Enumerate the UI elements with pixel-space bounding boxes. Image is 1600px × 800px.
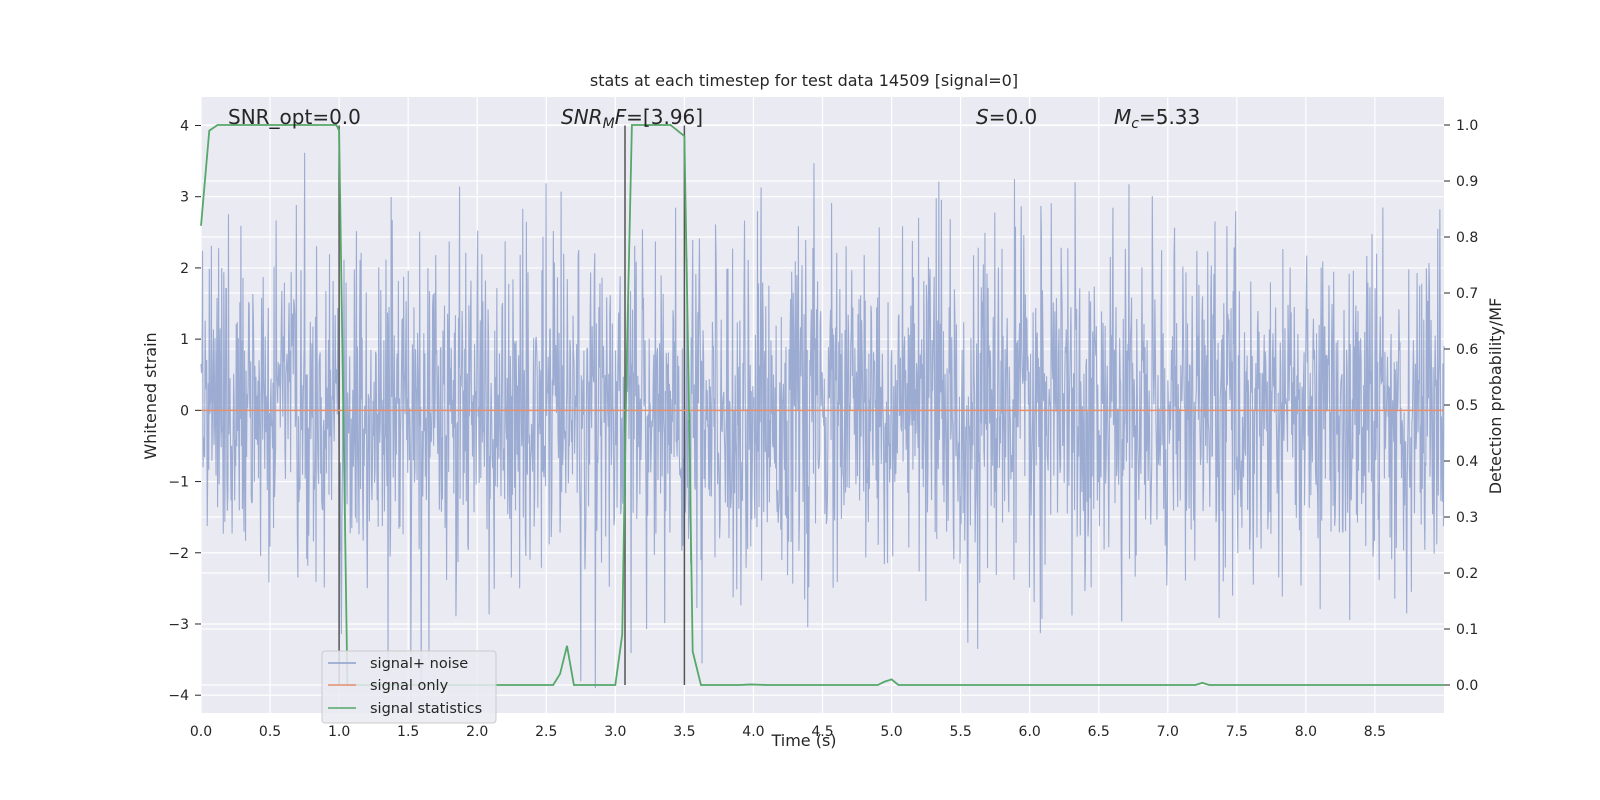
y2-tick-label: 0.8 [1456, 230, 1478, 246]
x-tick-label: 8.0 [1295, 724, 1317, 740]
legend-label-signal-statistics: signal statistics [370, 701, 482, 717]
y2-tick-label: 0.7 [1456, 286, 1478, 302]
y2-tick-label: 0.4 [1456, 454, 1478, 470]
signal-statistics-line [200, 124, 1444, 686]
y-tick-label: 2 [180, 261, 189, 277]
snr-mf-value: =[3.96] [626, 105, 703, 129]
signal-noise-line [200, 152, 1445, 689]
x-tick-label: 7.5 [1226, 724, 1248, 740]
s-value: =0.0 [989, 105, 1038, 129]
x-axis-ticks: 0.0 0.5 1.0 1.5 2.0 2.5 3.0 3.5 4.0 4.5 5.0 5.5 6.0 6… [190, 724, 1386, 740]
legend-box [321, 650, 497, 724]
x-tick-label: 7.0 [1157, 724, 1179, 740]
signal-statistics-series [200, 124, 1444, 686]
y-tick-label: 0 [180, 403, 189, 419]
x-tick-label: 0.0 [190, 724, 212, 740]
snr-mf-subscript: M [603, 116, 615, 132]
y2-tick-label: 0.1 [1456, 622, 1478, 638]
x-tick-label: 5.5 [949, 724, 971, 740]
signal-noise-series [200, 152, 1445, 689]
mc-value: =5.33 [1139, 105, 1200, 129]
x-tick-label: 4.5 [811, 724, 833, 740]
y-tick-label: −1 [168, 475, 189, 491]
x-tick-label: 6.0 [1019, 724, 1041, 740]
x-tick-label: 1.0 [328, 724, 350, 740]
vertical-markers [338, 125, 686, 685]
x-axis-label: Time (s) [770, 731, 836, 750]
annotation-snr-mf: SNRMF=[3.96] [561, 105, 703, 132]
annotation-s: S=0.0 [976, 105, 1037, 129]
x-tick-label: 3.0 [604, 724, 626, 740]
y2-axis-label: Detection probability/MF [1486, 298, 1505, 495]
y-axis-ticks: 4 3 2 1 0 −1 −2 −3 −4 [168, 118, 201, 704]
legend-label-signal-only: signal only [370, 678, 449, 694]
chart-title: stats at each timestep for test data 145… [590, 71, 1018, 90]
annotation-mc: Mc=5.33 [1114, 105, 1200, 132]
y-tick-label: −4 [168, 688, 189, 704]
x-tick-label: 2.5 [535, 724, 557, 740]
x-tick-label: 8.5 [1364, 724, 1386, 740]
y-tick-label: −3 [168, 617, 189, 633]
y2-axis-ticks: 1.0 0.9 0.8 0.7 0.6 0.5 0.4 0.3 0.2 0.1 0.0 [1444, 118, 1478, 694]
y2-tick-label: 0.5 [1456, 398, 1478, 414]
y-tick-label: 4 [180, 118, 189, 134]
y-tick-label: 3 [180, 190, 189, 206]
x-tick-label: 5.0 [880, 724, 902, 740]
annotation-snr-opt: SNR_opt=0.0 [228, 105, 361, 129]
snr-mf-symbol-2: F [615, 105, 627, 129]
x-tick-label: 1.5 [397, 724, 419, 740]
y-tick-label: 1 [180, 332, 189, 348]
snr-mf-symbol: SNR [561, 105, 603, 129]
y2-tick-label: 0.6 [1456, 342, 1478, 358]
y2-tick-label: 0.3 [1456, 510, 1478, 526]
s-symbol: S [976, 105, 989, 129]
mc-subscript: c [1131, 116, 1139, 132]
x-tick-label: 6.5 [1088, 724, 1110, 740]
legend: signal+ noise signal only signal statist… [321, 650, 497, 724]
x-tick-label: 4.0 [742, 724, 764, 740]
y2-tick-label: 0.2 [1456, 566, 1478, 582]
y2-tick-label: 0.9 [1456, 174, 1478, 190]
x-tick-label: 3.5 [673, 724, 695, 740]
y2-tick-label: 0.0 [1456, 678, 1478, 694]
legend-label-signal-noise: signal+ noise [370, 656, 468, 672]
x-tick-label: 2.0 [466, 724, 488, 740]
y-tick-label: −2 [168, 546, 189, 562]
mc-symbol: M [1114, 105, 1131, 129]
y2-tick-label: 1.0 [1456, 118, 1478, 134]
x-tick-label: 0.5 [259, 724, 281, 740]
y-axis-label: Whitened strain [141, 332, 160, 459]
